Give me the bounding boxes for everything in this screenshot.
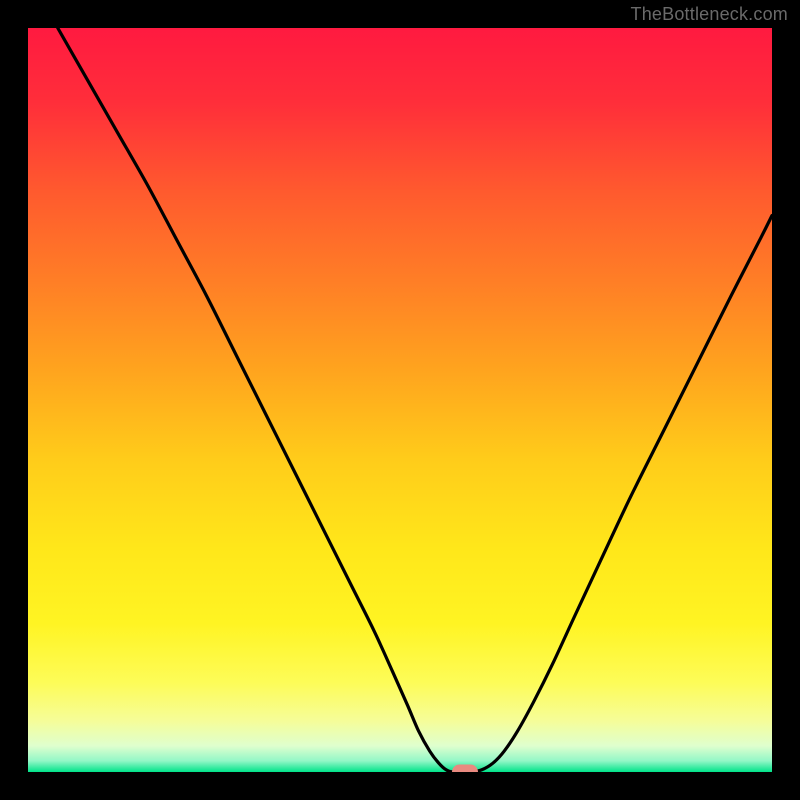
bottleneck-curve-path bbox=[58, 28, 772, 772]
bottleneck-curve bbox=[28, 28, 772, 772]
attribution-label: TheBottleneck.com bbox=[631, 4, 788, 25]
chart-plot-area bbox=[28, 28, 772, 772]
optimal-point-marker bbox=[452, 765, 478, 773]
chart-frame: TheBottleneck.com bbox=[0, 0, 800, 800]
